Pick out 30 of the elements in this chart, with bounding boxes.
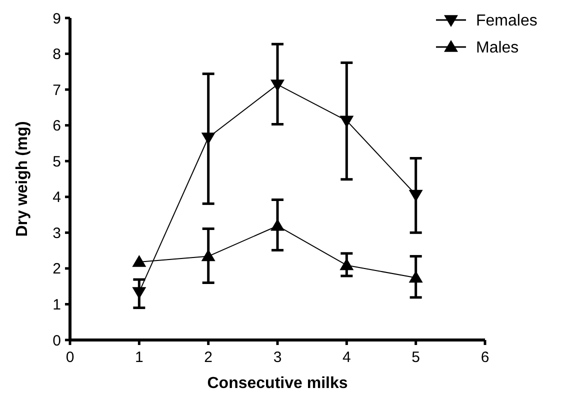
point: [201, 132, 216, 144]
point: [340, 258, 354, 270]
y-tick-label: 5: [52, 153, 61, 170]
legend-label: Females: [476, 12, 538, 30]
x-tick-label: 0: [66, 349, 74, 366]
point: [270, 80, 284, 92]
x-tick-label: 4: [342, 349, 351, 366]
x-tick-label: 3: [273, 349, 282, 366]
x-tick-label: 5: [412, 349, 420, 366]
y-axis-title: Dry weigh (mg): [14, 121, 31, 237]
y-tick-label: 1: [52, 296, 61, 314]
y-tick-label: 0: [52, 332, 61, 350]
y-tick-label: 3: [52, 224, 61, 242]
y-tick-label: 8: [52, 46, 61, 64]
point: [270, 218, 284, 231]
point: [201, 249, 216, 262]
y-tick-label: 7: [52, 82, 61, 99]
legend-label: Males: [476, 40, 519, 57]
y-tick-label: 4: [52, 189, 61, 206]
x-tick-label: 1: [134, 349, 144, 366]
point: [408, 190, 423, 202]
x-tick-label: 2: [204, 349, 213, 366]
x-tick-label: 6: [480, 349, 490, 366]
x-axis-title: Consecutive milks: [207, 375, 348, 392]
y-tick-label: 2: [52, 260, 61, 278]
point: [340, 116, 354, 128]
y-tick-label: 6: [52, 118, 61, 135]
y-tick-label: 9: [52, 10, 61, 28]
point: [132, 255, 146, 267]
point: [408, 270, 423, 283]
